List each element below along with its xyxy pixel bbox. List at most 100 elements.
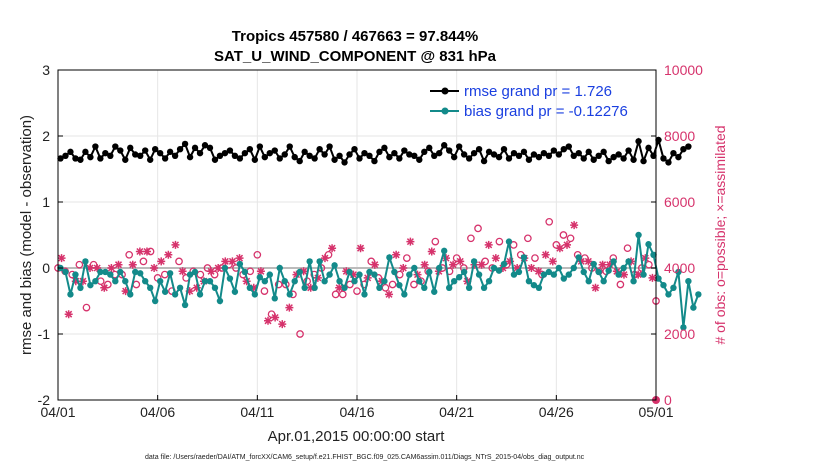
rmse-point xyxy=(441,142,448,149)
rmse-point xyxy=(381,144,388,152)
rmse-point xyxy=(176,146,184,153)
obs-possible-point xyxy=(82,303,91,312)
obs-assimilated-point xyxy=(249,283,258,292)
rmse-point xyxy=(386,153,393,161)
obs-possible-point xyxy=(545,217,554,226)
obs-possible-point xyxy=(474,224,482,233)
bias-point xyxy=(266,271,273,278)
rmse-point xyxy=(421,148,428,156)
obs-possible-point xyxy=(481,257,489,266)
obs-assimilated-point xyxy=(577,257,586,266)
rmse-point xyxy=(680,146,687,153)
left-tick-label: 2 xyxy=(42,128,50,144)
rmse-point xyxy=(560,146,568,153)
right-tick-label: 8000 xyxy=(664,128,695,144)
bias-point xyxy=(555,264,563,272)
obs-assimilated-point xyxy=(541,250,550,259)
obs-possible-point xyxy=(381,283,390,292)
bias-point xyxy=(515,268,523,276)
bias-point xyxy=(151,297,159,305)
bias-point xyxy=(117,268,124,276)
bias-point xyxy=(580,268,587,276)
data-file-footer: data file: /Users/raeder/DAI/ATM_forcXX/… xyxy=(145,454,585,461)
obs-assimilated-point xyxy=(100,283,109,292)
rmse-point xyxy=(291,153,298,161)
legend: rmse grand pr = 1.726 bias grand pr = -0… xyxy=(430,83,628,120)
rmse-point xyxy=(97,155,104,162)
bias-point xyxy=(341,284,348,291)
chart-title: Tropics 457580 / 467663 = 97.844% xyxy=(232,28,478,45)
bias-point xyxy=(685,278,692,285)
obs-assimilated-point xyxy=(299,267,308,276)
rmse-point xyxy=(122,156,129,163)
bias-point xyxy=(640,271,647,278)
obs-assimilated-point xyxy=(86,264,95,272)
obs-assimilated-point xyxy=(285,303,294,312)
bias-point xyxy=(436,264,443,272)
rmse-point xyxy=(151,146,159,153)
bias-point xyxy=(590,260,597,268)
rmse-point xyxy=(276,155,283,162)
bias-point xyxy=(102,268,109,276)
obs-possible-point xyxy=(139,257,148,266)
bias-point xyxy=(535,284,543,291)
rmse-point xyxy=(321,151,328,158)
obs-assimilated-point xyxy=(150,264,159,272)
obs-assimilated-point xyxy=(192,283,201,292)
obs-possible-point xyxy=(103,280,112,289)
obs-assimilated-point xyxy=(256,267,265,276)
rmse-point xyxy=(72,155,79,162)
right-tick-label: 2000 xyxy=(664,326,695,342)
rmse-point xyxy=(341,159,348,166)
left-axis-label: rmse and bias (model - observation) xyxy=(18,115,35,355)
bias-point xyxy=(520,254,528,261)
rmse-point xyxy=(590,156,597,163)
bias-point xyxy=(441,247,448,255)
bias-point xyxy=(665,291,672,298)
bias-point xyxy=(161,288,169,295)
rmse-point xyxy=(485,148,493,156)
rmse-point xyxy=(346,151,353,158)
rmse-point xyxy=(580,155,587,162)
rmse-point xyxy=(411,152,418,159)
rmse-point xyxy=(281,151,288,158)
obs-assimilated-point xyxy=(420,260,429,269)
rmse-point xyxy=(510,149,518,157)
rmse-point xyxy=(236,155,244,162)
obs-assimilated-point xyxy=(427,247,436,256)
rmse-point xyxy=(266,149,273,157)
bias-point xyxy=(670,284,677,291)
rmse-point xyxy=(271,147,278,154)
rmse-point xyxy=(137,152,144,159)
rmse-point xyxy=(436,149,443,157)
rmse-point xyxy=(256,143,264,150)
rmse-point xyxy=(77,156,84,163)
bias-point xyxy=(660,281,667,289)
rmse-point xyxy=(62,152,69,159)
rmse-point xyxy=(426,144,433,152)
rmse-point xyxy=(465,155,473,162)
obs-assimilated-point xyxy=(498,264,507,272)
obs-assimilated-point xyxy=(370,260,379,269)
obs-assimilated-point xyxy=(392,250,401,259)
obs-assimilated-point xyxy=(349,270,358,279)
obs-possible-point xyxy=(331,290,340,299)
bias-point xyxy=(625,258,632,265)
obs-possible-point xyxy=(645,260,653,269)
rmse-point xyxy=(565,143,572,150)
bias-point xyxy=(236,260,244,268)
obs-assimilated-point xyxy=(513,264,522,272)
bias-point xyxy=(211,284,219,291)
rmse-point xyxy=(595,152,602,159)
obs-assimilated-point xyxy=(456,257,465,266)
obs-assimilated-point xyxy=(591,283,600,292)
bias-point xyxy=(600,278,607,285)
rmse-point xyxy=(306,152,313,159)
obs-assimilated-point xyxy=(605,260,614,269)
obs-assimilated-point xyxy=(228,257,237,266)
bias-point xyxy=(460,268,468,276)
rmse-point xyxy=(450,153,458,161)
legend-bias-marker xyxy=(441,107,449,115)
obs-possible-point xyxy=(616,280,625,289)
x-ticks: 04/01 04/06 04/11 04/16 04/21 04/26 05/01 xyxy=(40,395,674,420)
